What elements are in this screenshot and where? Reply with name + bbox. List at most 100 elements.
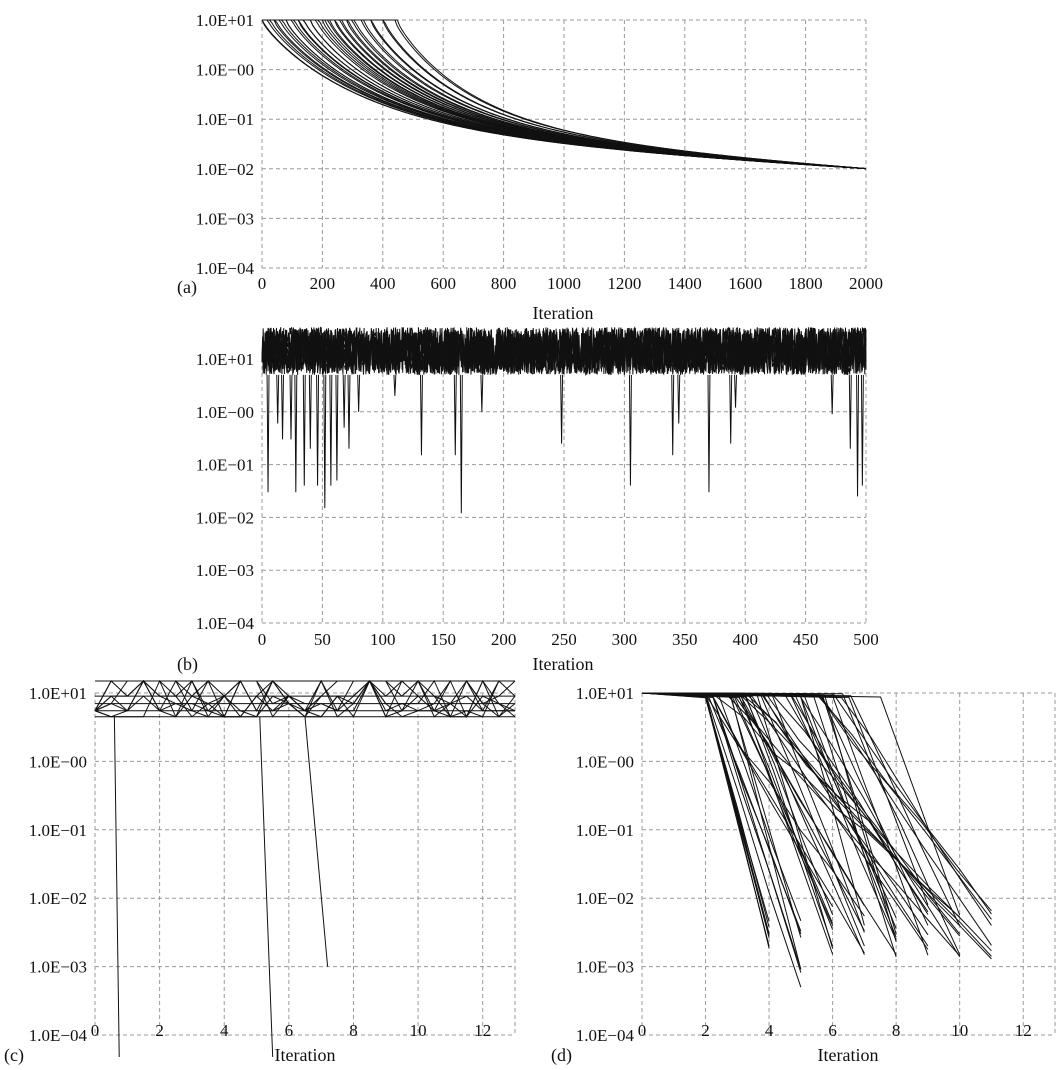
x-tick-label: 1000 xyxy=(547,274,581,293)
spike-line xyxy=(860,374,864,486)
x-tick-label: 500 xyxy=(853,630,879,649)
x-tick-label: 600 xyxy=(430,274,456,293)
spike-line xyxy=(729,374,733,444)
x-tick-label: 10 xyxy=(951,1021,968,1040)
x-tick-label: 250 xyxy=(551,630,577,649)
spike-line xyxy=(671,374,675,456)
x-axis-title: Iteration xyxy=(818,1045,879,1065)
x-tick-label: 12 xyxy=(1015,1021,1032,1040)
x-tick-label: 200 xyxy=(491,630,517,649)
x-tick-label: 1400 xyxy=(668,274,702,293)
series-line xyxy=(641,692,961,957)
y-tick-label: 1.0E−00 xyxy=(196,403,254,422)
y-tick-label: 1.0E−03 xyxy=(196,561,254,580)
series-line xyxy=(641,692,992,912)
series-line xyxy=(94,679,516,718)
spike-line xyxy=(316,374,320,486)
y-tick-label: 1.0E−03 xyxy=(29,958,87,977)
y-tick-label: 1.0E+01 xyxy=(196,11,254,30)
x-tick-label: 150 xyxy=(430,630,456,649)
x-axis-title: Iteration xyxy=(533,303,594,323)
x-tick-label: 8 xyxy=(349,1021,358,1040)
panel-b: 1.0E+01 1.0E−00 1.0E−01 1.0E−02 1.0E−03 1.0E−… xyxy=(177,325,879,675)
x-tick-label: 450 xyxy=(793,630,819,649)
y-tick-label: 1.0E+01 xyxy=(29,684,87,703)
series-line xyxy=(641,692,961,955)
y-tick-label: 1.0E−02 xyxy=(576,889,634,908)
series-line xyxy=(641,692,802,973)
spike-line xyxy=(294,374,298,493)
x-tick-label: 100 xyxy=(370,630,396,649)
series-line xyxy=(641,692,992,920)
series-line xyxy=(641,692,802,988)
spike-line xyxy=(453,374,457,456)
y-tick-label: 1.0E−01 xyxy=(29,821,87,840)
y-tick-label: 1.0E−00 xyxy=(29,752,87,771)
y-tick-label: 1.0E−03 xyxy=(576,958,634,977)
x-tick-label: 0 xyxy=(258,274,267,293)
spike-line xyxy=(848,374,852,449)
x-tick-label: 50 xyxy=(314,630,331,649)
series-line xyxy=(641,692,865,954)
x-tick-label: 8 xyxy=(892,1021,901,1040)
spike-line xyxy=(830,374,834,415)
spike-line xyxy=(480,374,484,412)
spike-line xyxy=(734,374,738,408)
series-line xyxy=(641,692,992,957)
y-tick-label: 1.0E−01 xyxy=(196,110,254,129)
x-tick-label: 6 xyxy=(828,1021,837,1040)
spike-line xyxy=(419,374,423,456)
panel-label: (b) xyxy=(177,654,198,675)
y-tick-label: 1.0E−02 xyxy=(29,889,87,908)
y-tick-label: 1.0E−02 xyxy=(196,508,254,527)
panel-label: (c) xyxy=(4,1045,24,1066)
spike-line xyxy=(329,374,333,486)
spike-line xyxy=(707,374,711,493)
y-tick-label: 1.0E−04 xyxy=(576,1026,635,1045)
y-tick-label: 1.0E−02 xyxy=(196,160,254,179)
x-tick-label: 1800 xyxy=(789,274,823,293)
spike-line xyxy=(856,374,860,497)
y-tick-label: 1.0E+01 xyxy=(196,350,254,369)
panel-label: (a) xyxy=(177,277,197,298)
x-tick-label: 2 xyxy=(155,1021,164,1040)
spike-line xyxy=(281,374,285,440)
x-tick-label: 400 xyxy=(370,274,396,293)
y-tick-label: 1.0E−01 xyxy=(576,821,634,840)
series-line xyxy=(261,325,867,375)
spike-line xyxy=(335,374,339,481)
spike-line xyxy=(342,374,346,428)
spike-line xyxy=(266,374,270,493)
series-line xyxy=(641,692,992,946)
series-line xyxy=(261,327,867,376)
spike-line xyxy=(276,374,280,424)
x-tick-label: 1600 xyxy=(728,274,762,293)
series-line xyxy=(641,692,992,915)
x-tick-label: 0 xyxy=(638,1021,647,1040)
panel-c: 1.0E+01 1.0E−00 1.0E−01 1.0E−02 1.0E−03 1.0E−… xyxy=(4,679,516,1066)
spike-line xyxy=(357,374,361,412)
x-tick-label: 400 xyxy=(732,630,758,649)
x-tick-label: 4 xyxy=(220,1021,229,1040)
x-tick-label: 1200 xyxy=(607,274,641,293)
spike-line xyxy=(302,374,306,486)
y-tick-label: 1.0E+01 xyxy=(576,684,634,703)
series-line xyxy=(641,692,992,952)
x-tick-label: 350 xyxy=(672,630,698,649)
y-tick-label: 1.0E−04 xyxy=(196,259,255,278)
x-tick-label: 6 xyxy=(285,1021,294,1040)
series-line xyxy=(641,692,992,960)
y-tick-label: 1.0E−01 xyxy=(196,456,254,475)
drop-line xyxy=(259,716,274,1058)
spike-line xyxy=(560,374,564,444)
panel-label: (d) xyxy=(551,1045,572,1066)
x-tick-label: 300 xyxy=(612,630,638,649)
y-tick-label: 1.0E−00 xyxy=(576,752,634,771)
x-tick-label: 0 xyxy=(258,630,267,649)
x-tick-label: 4 xyxy=(765,1021,774,1040)
panel-a: 1.0E+01 1.0E−00 1.0E−01 1.0E−02 1.0E−03 1.0E−… xyxy=(177,11,883,323)
x-axis-title: Iteration xyxy=(275,1045,336,1065)
x-tick-label: 10 xyxy=(410,1021,427,1040)
x-tick-label: 2 xyxy=(701,1021,710,1040)
